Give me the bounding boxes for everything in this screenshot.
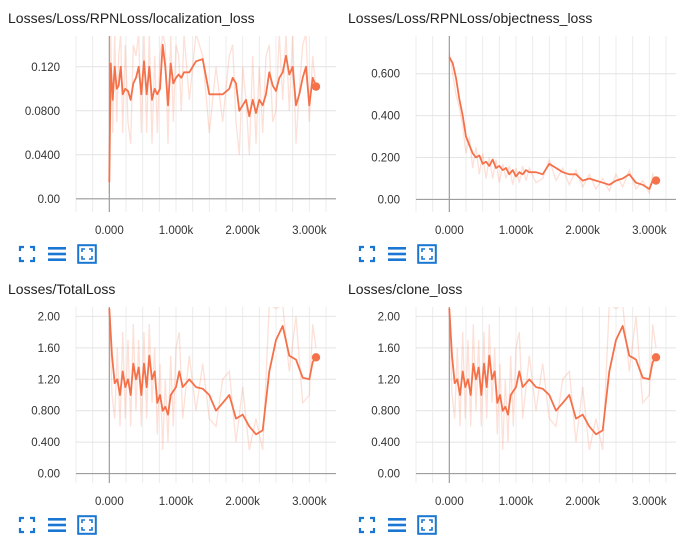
chart-title: Losses/Loss/RPNLoss/objectness_loss [348,10,593,26]
x-tick-label: 3.000k [292,225,327,237]
y-tick-label: 0.200 [371,153,400,165]
last-point-marker [311,353,321,362]
fit-domain-icon[interactable] [357,515,377,535]
fit-domain-icon[interactable] [357,244,377,264]
chart-card-clone-loss: Losses/clone_loss 0.00 0.400 0.800 1.20 1.60… [340,271,680,542]
x-tick-label: 2.000k [565,225,600,237]
y-tick-label: 0.00 [378,469,400,481]
fit-domain-icon[interactable] [17,244,37,264]
expand-chart-icon[interactable] [417,244,437,264]
chart-card-localization-loss: Losses/Loss/RPNLoss/localization_loss 0.… [0,0,340,271]
series-line-raw [448,52,657,196]
series-line-smoothed [448,56,656,190]
grid [415,36,676,212]
y-tick-label: 0.400 [371,111,400,123]
series-line-smoothed [448,308,657,436]
chart-plot[interactable]: 0.00 0.400 0.800 1.20 1.60 2.00 0.000 1.000k 2.0… [340,271,680,511]
chart-plot[interactable]: 0.00 0.0400 0.0800 0.120 0.000 1.000k 2.000k 3.… [0,0,340,240]
toggle-log-scale-icon[interactable] [47,515,67,535]
y-tick-label: 0.400 [31,437,60,449]
series-line-smoothed [108,43,317,183]
chart-plot[interactable]: 0.00 0.200 0.400 0.600 0.000 1.000k 2.000k 3.00… [340,0,680,240]
x-tick-label: 1.000k [499,496,534,508]
toggle-log-scale-icon[interactable] [387,244,407,264]
x-tick-label: 3.000k [292,496,327,508]
y-tick-label: 0.0400 [25,150,60,162]
chart-title: Losses/clone_loss [348,281,463,297]
y-tick-label: 0.0800 [25,106,60,118]
y-tick-label: 0.600 [371,69,400,81]
y-tick-label: 1.20 [378,374,400,386]
y-tick-label: 0.00 [38,194,60,206]
x-tick-label: 0.000 [95,496,124,508]
x-tick-label: 0.000 [95,225,124,237]
expand-chart-icon[interactable] [77,515,97,535]
y-tick-label: 1.60 [378,343,400,355]
y-tick-label: 0.400 [371,437,400,449]
x-tick-label: 2.000k [225,496,260,508]
x-tick-label: 3.000k [632,225,667,237]
x-tick-label: 3.000k [632,496,667,508]
y-tick-label: 1.60 [38,343,60,355]
x-tick-label: 1.000k [159,496,194,508]
last-point-marker [311,82,321,91]
x-tick-label: 1.000k [159,225,194,237]
y-tick-label: 2.00 [38,311,60,323]
toggle-log-scale-icon[interactable] [387,515,407,535]
chart-title: Losses/Loss/RPNLoss/localization_loss [8,10,255,26]
x-tick-label: 2.000k [225,225,260,237]
chart-card-objectness-loss: Losses/Loss/RPNLoss/objectness_loss 0.00… [340,0,680,271]
y-tick-label: 0.120 [31,62,60,74]
y-tick-label: 0.800 [31,406,60,418]
last-point-marker [651,176,661,185]
x-tick-label: 0.000 [435,225,464,237]
chart-title: Losses/TotalLoss [8,281,116,297]
y-tick-label: 2.00 [378,311,400,323]
fit-domain-icon[interactable] [17,515,37,535]
expand-chart-icon[interactable] [417,515,437,535]
last-point-marker [651,353,661,362]
x-tick-label: 0.000 [435,496,464,508]
expand-chart-icon[interactable] [77,244,97,264]
series-line-smoothed [108,308,317,436]
chart-card-total-loss: Losses/TotalLoss 0.00 0.400 0.800 1.20 1.60 2… [0,271,340,542]
x-tick-label: 1.000k [499,225,534,237]
toggle-log-scale-icon[interactable] [47,244,67,264]
series-line-raw [108,307,317,451]
y-tick-label: 1.20 [38,374,60,386]
chart-plot[interactable]: 0.00 0.400 0.800 1.20 1.60 2.00 0.000 1.000k 2.0… [0,271,340,511]
y-tick-label: 0.00 [38,469,60,481]
y-tick-label: 0.800 [371,406,400,418]
x-tick-label: 2.000k [565,496,600,508]
y-tick-label: 0.00 [378,194,400,206]
series-line-raw [448,307,657,451]
